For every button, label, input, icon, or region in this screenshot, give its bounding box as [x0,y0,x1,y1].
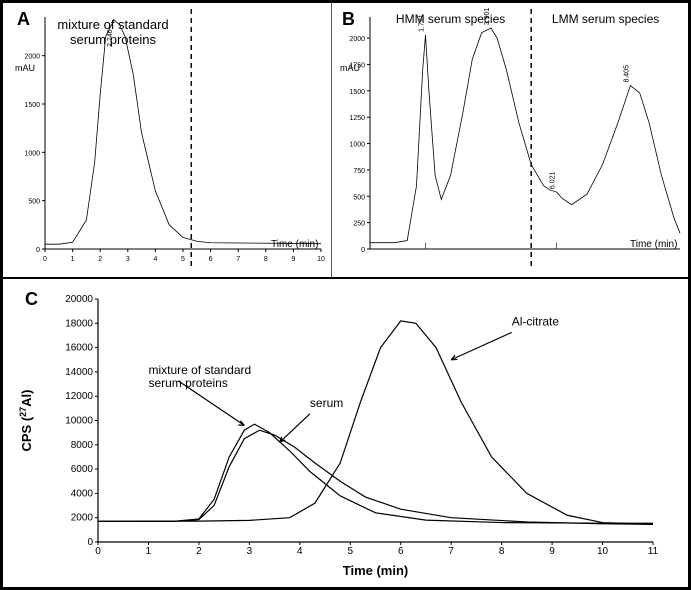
svg-text:3.901: 3.901 [484,7,491,25]
svg-text:1.791: 1.791 [418,14,425,32]
svg-text:Time (min): Time (min) [271,239,318,250]
svg-text:1500: 1500 [24,102,40,109]
svg-text:Time (min): Time (min) [343,563,409,578]
svg-text:2: 2 [98,256,102,263]
svg-text:Al-citrate: Al-citrate [512,315,560,329]
svg-text:5: 5 [181,256,185,263]
svg-text:2: 2 [196,546,202,557]
svg-text:7: 7 [236,256,240,263]
svg-text:9: 9 [549,546,555,557]
svg-text:2000: 2000 [24,54,40,61]
svg-text:mixture of standard: mixture of standard [148,363,251,377]
svg-text:2000: 2000 [349,36,365,43]
svg-text:18000: 18000 [65,319,93,330]
svg-text:serum: serum [310,396,343,410]
svg-text:8: 8 [499,546,505,557]
svg-text:1500: 1500 [349,89,365,96]
svg-text:250: 250 [353,221,365,228]
svg-text:2000: 2000 [71,513,94,524]
svg-text:1: 1 [146,546,152,557]
svg-text:4000: 4000 [71,489,94,500]
svg-text:3: 3 [126,256,130,263]
svg-text:6000: 6000 [71,465,94,476]
svg-text:10000: 10000 [65,416,93,427]
svg-text:1000: 1000 [24,150,40,157]
svg-text:500: 500 [353,194,365,201]
svg-text:2.746: 2.746 [107,29,114,47]
svg-text:A: A [17,9,30,29]
svg-text:0: 0 [36,247,40,254]
svg-text:1: 1 [71,256,75,263]
svg-text:9: 9 [291,256,295,263]
svg-text:11: 11 [648,546,659,557]
svg-text:LMM serum species: LMM serum species [552,12,659,26]
svg-text:6.021: 6.021 [549,171,556,189]
svg-text:0: 0 [361,247,365,254]
svg-text:mAU: mAU [340,63,360,73]
svg-text:0: 0 [95,546,101,557]
svg-text:B: B [342,9,355,29]
svg-text:4: 4 [153,256,157,263]
svg-text:0: 0 [87,537,93,548]
svg-text:500: 500 [28,199,40,206]
svg-text:750: 750 [353,168,365,175]
svg-text:8: 8 [264,256,268,263]
svg-text:14000: 14000 [65,367,93,378]
svg-text:10: 10 [317,256,325,263]
svg-text:4: 4 [297,546,303,557]
svg-text:3: 3 [247,546,253,557]
svg-text:10: 10 [597,546,609,557]
svg-text:CPS (27Al): CPS (27Al) [18,390,34,452]
svg-text:8.405: 8.405 [623,65,630,83]
svg-text:C: C [25,289,38,309]
svg-text:7: 7 [448,546,454,557]
svg-text:1000: 1000 [349,142,365,149]
svg-text:0: 0 [43,256,47,263]
svg-text:12000: 12000 [65,392,93,403]
svg-text:Time (min): Time (min) [630,239,677,250]
svg-text:serum proteins: serum proteins [148,376,227,390]
svg-text:5: 5 [347,546,353,557]
svg-text:16000: 16000 [65,343,93,354]
svg-text:1250: 1250 [349,115,365,122]
svg-text:8000: 8000 [71,440,94,451]
svg-text:6: 6 [398,546,404,557]
svg-text:20000: 20000 [65,294,93,305]
svg-text:mAU: mAU [15,63,35,73]
svg-text:6: 6 [209,256,213,263]
